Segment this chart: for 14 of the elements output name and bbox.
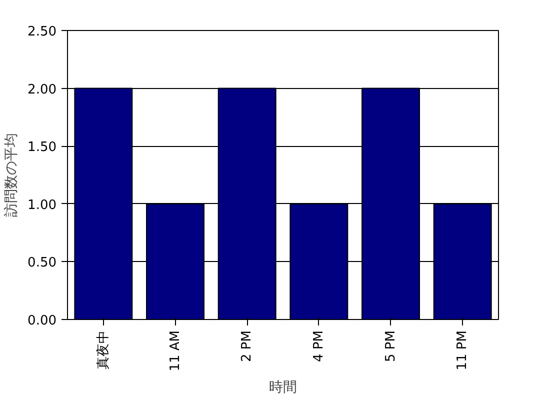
y-tick-label: 0.00: [28, 314, 57, 328]
y-tick-label: 2.50: [28, 24, 57, 40]
x-tick-label: 真夜中: [94, 330, 111, 370]
x-tick-label: 4 PM: [311, 330, 326, 362]
x-axis-title: 時間: [269, 379, 297, 396]
y-tick-label: 1.50: [28, 140, 57, 156]
x-tick-label: 2 PM: [240, 330, 255, 362]
x-tick-label: 11 AM: [168, 330, 183, 372]
y-tick-label: 2.00: [28, 82, 57, 98]
x-tick-label: 5 PM: [383, 330, 398, 362]
y-axis-title: 訪問数の平均: [4, 133, 20, 217]
y-tick-label: 1.00: [28, 198, 57, 213]
y-tick-label: 0.50: [28, 256, 57, 271]
x-tick-label: 11 PM: [455, 330, 470, 370]
